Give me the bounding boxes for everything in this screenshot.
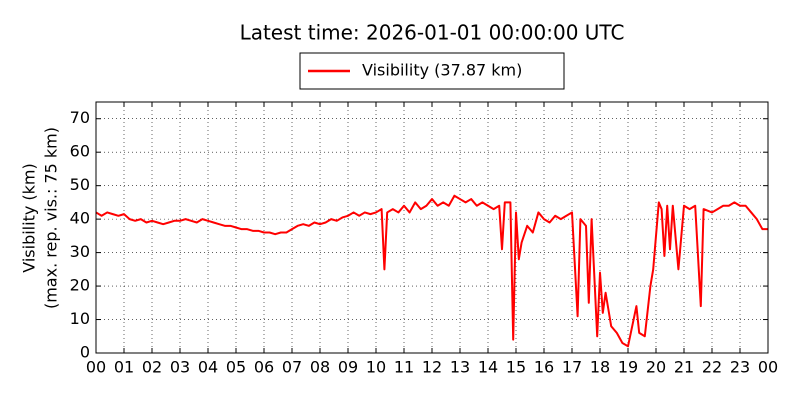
x-tick-label: 18 — [590, 358, 610, 377]
x-tick-label: 15 — [506, 358, 526, 377]
x-tick-label: 01 — [114, 358, 134, 377]
x-tick-label: 20 — [646, 358, 666, 377]
x-tick-label: 05 — [226, 358, 246, 377]
x-tick-label: 08 — [310, 358, 330, 377]
y-tick-label: 40 — [70, 209, 90, 228]
y-tick-label: 20 — [70, 276, 90, 295]
x-tick-label: 13 — [450, 358, 470, 377]
chart-title: Latest time: 2026-01-01 00:00:00 UTC — [240, 21, 625, 45]
x-tick-label: 06 — [254, 358, 274, 377]
y-axis-label: Visibility (km) — [20, 163, 39, 272]
x-tick-label: 07 — [282, 358, 302, 377]
x-tick-label: 17 — [562, 358, 582, 377]
data-line — [95, 194, 768, 348]
x-tick-label: 00 — [86, 358, 106, 377]
y-tick-label: 10 — [70, 309, 90, 328]
x-tick-label: 12 — [422, 358, 442, 377]
x-tick-label: 19 — [618, 358, 638, 377]
y-tick-label: 30 — [70, 242, 90, 261]
x-tick-label: 16 — [534, 358, 554, 377]
y-tick-label: 0 — [80, 343, 90, 362]
y-tick-label: 70 — [70, 108, 90, 127]
legend-label: Visibility (37.87 km) — [362, 61, 522, 80]
x-tick-label: 22 — [702, 358, 722, 377]
x-tick-label: 03 — [170, 358, 190, 377]
x-tick-label: 04 — [198, 358, 218, 377]
y-tick-label: 60 — [70, 142, 90, 161]
x-tick-label: 11 — [394, 358, 414, 377]
x-tick-label: 00 — [758, 358, 778, 377]
y-tick-label: 50 — [70, 175, 90, 194]
x-tick-label: 21 — [674, 358, 694, 377]
x-tick-label: 10 — [366, 358, 386, 377]
x-tick-label: 23 — [730, 358, 750, 377]
x-tick-label: 09 — [338, 358, 358, 377]
x-tick-label: 02 — [142, 358, 162, 377]
plot-frame — [95, 101, 769, 354]
x-tick-label: 14 — [478, 358, 498, 377]
y-axis-label: (max. rep. vis.: 75 km) — [42, 127, 61, 309]
